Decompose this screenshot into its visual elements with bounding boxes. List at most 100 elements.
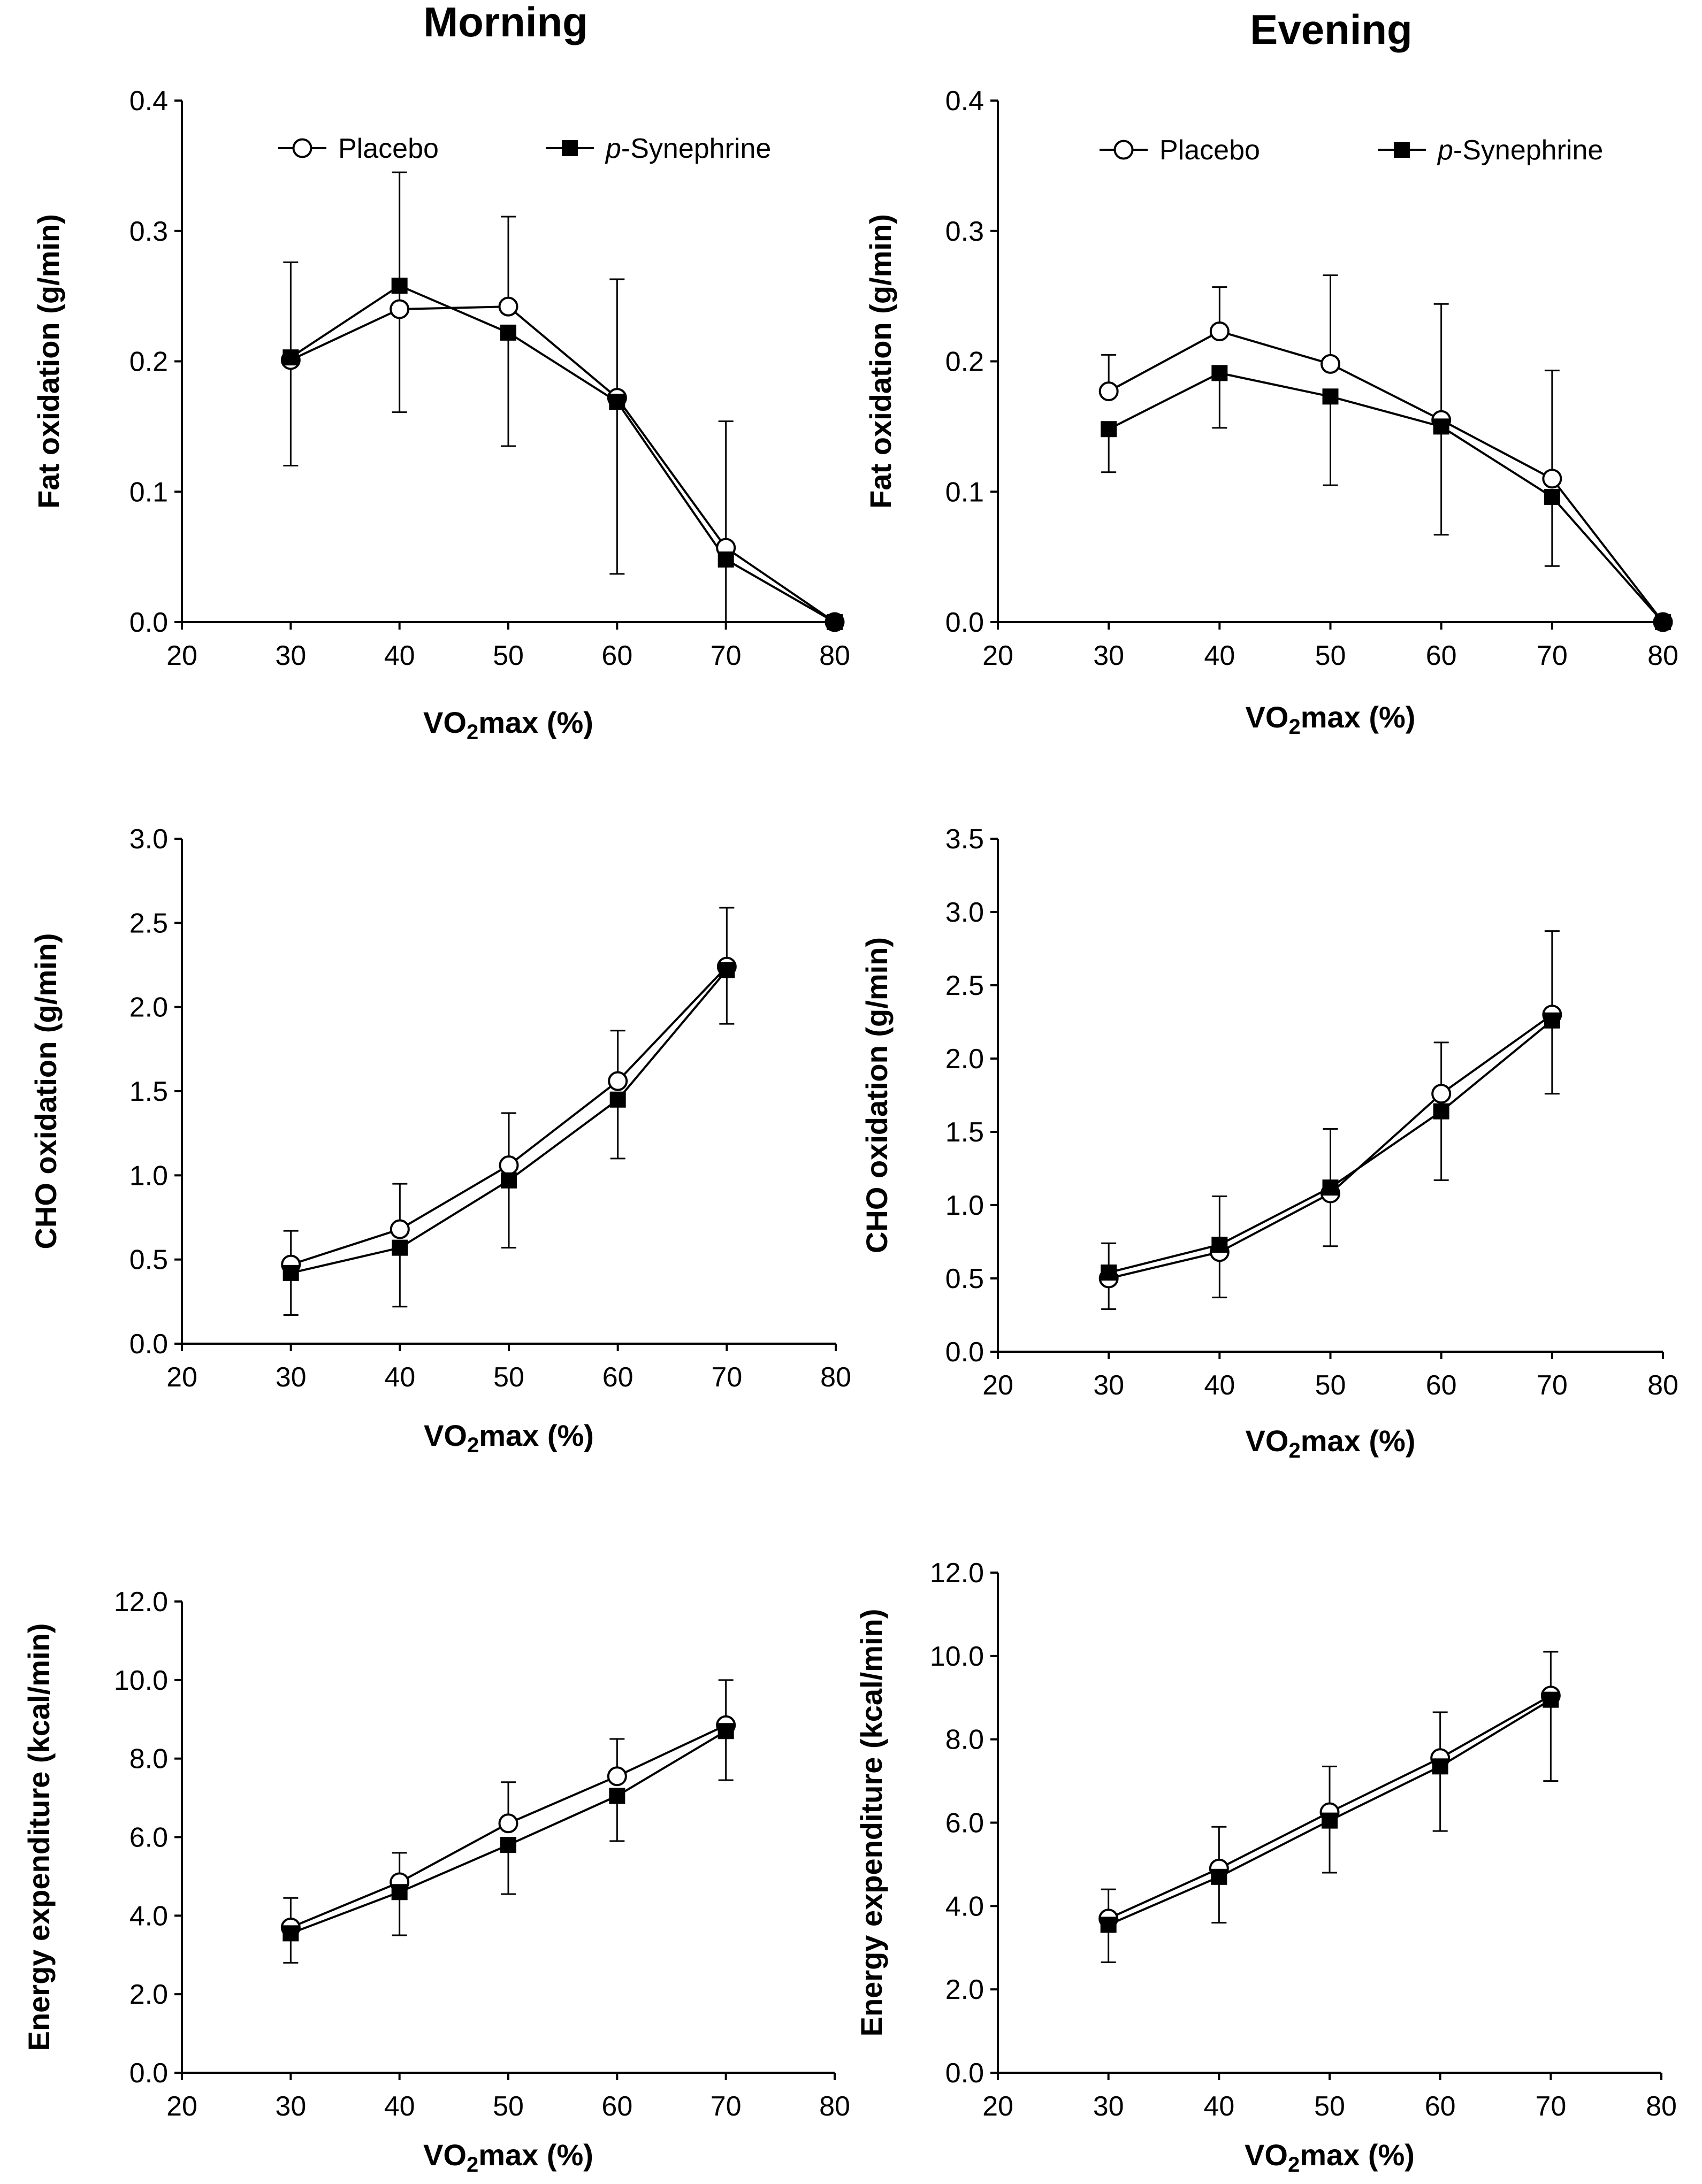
y-tick-label: 1.0 <box>129 1160 168 1191</box>
series-line <box>290 305 836 623</box>
series-placebo <box>283 216 836 623</box>
x-tick-label: 80 <box>1647 1370 1678 1401</box>
y-tick-label: 0.0 <box>129 1329 168 1360</box>
markers-p-synephrine <box>283 1723 734 1942</box>
y-tick-label: 12.0 <box>114 1587 168 1618</box>
data-point <box>1211 1236 1228 1253</box>
x-tick-label: 50 <box>1315 1370 1346 1401</box>
data-point <box>392 1239 408 1256</box>
data-point <box>1432 1758 1448 1775</box>
data-point <box>1322 1179 1339 1196</box>
x-tick-label: 60 <box>1425 2091 1456 2122</box>
x-tick-label: 30 <box>275 640 306 671</box>
x-tick-label: 70 <box>711 2091 742 2122</box>
legend-label-italic: p <box>605 133 621 164</box>
data-point <box>1322 1812 1338 1829</box>
y-tick-label: 0.4 <box>129 86 168 117</box>
x-tick-label: 30 <box>1093 1370 1124 1401</box>
x-tick-label: 80 <box>820 1362 851 1393</box>
x-axis-title-part: max (%) <box>1301 1424 1416 1458</box>
legend-label-text: -Synephrine <box>1453 135 1603 166</box>
legend-marker <box>1113 140 1134 160</box>
y-tick-label: 12.0 <box>930 1558 984 1589</box>
data-point <box>391 1884 408 1901</box>
data-point <box>1209 321 1230 341</box>
data-point <box>283 1265 299 1281</box>
data-point <box>827 614 843 630</box>
x-tick-label: 70 <box>711 640 742 671</box>
data-point <box>499 1155 519 1175</box>
column-title-morning: Morning <box>423 0 588 45</box>
data-point <box>498 296 518 317</box>
data-point <box>609 1091 626 1108</box>
x-tick-label: 50 <box>1315 640 1346 671</box>
y-tick-label: 2.5 <box>129 908 168 939</box>
x-tick-label: 50 <box>493 2091 524 2122</box>
x-axis-title: VO2max (%) <box>1246 1424 1416 1462</box>
x-axis-title-part: max (%) <box>479 1419 594 1452</box>
legend-label: Placebo <box>1159 135 1260 166</box>
x-axis-title-part: VO <box>1246 1424 1289 1458</box>
x-axis-title-subscript: 2 <box>1288 715 1300 739</box>
chart-panel-2: 0.0 0.1 0.2 0.3 0.4 20 30 40 50 60 70 80 VO2max (%) F… <box>864 86 1678 739</box>
data-point <box>1101 421 1117 438</box>
y-tick-label: 6.0 <box>129 1822 168 1853</box>
x-tick-label: 40 <box>384 640 415 671</box>
x-tick-label: 30 <box>275 2091 306 2122</box>
markers-p-synephrine <box>283 962 735 1281</box>
data-point <box>1322 388 1339 405</box>
y-tick-label: 2.5 <box>945 970 984 1001</box>
x-tick-label: 20 <box>982 1370 1013 1401</box>
series-placebo <box>1101 274 1664 623</box>
legend-marker <box>292 138 312 158</box>
y-tick-label: 4.0 <box>945 1891 984 1922</box>
x-tick-label: 60 <box>601 2091 632 2122</box>
series-line <box>290 284 835 623</box>
y-tick-label: 0.2 <box>129 347 168 378</box>
data-point <box>500 324 516 341</box>
legend-label-text: -Synephrine <box>621 133 771 164</box>
legend: Placebo p-Synephrine <box>1100 135 1603 166</box>
y-tick-label: 1.0 <box>945 1190 984 1221</box>
y-tick-label: 2.0 <box>129 992 168 1023</box>
x-tick-label: 70 <box>1537 1370 1568 1401</box>
x-axis-title-part: max (%) <box>478 706 593 739</box>
data-point <box>390 1219 410 1239</box>
y-axis-title: Energy expenditure (kcal/min) <box>22 1623 56 2051</box>
x-tick-label: 30 <box>276 1362 307 1393</box>
legend-label-text: Placebo <box>338 133 439 164</box>
y-tick-label: 6.0 <box>945 1808 984 1839</box>
data-point <box>391 278 408 294</box>
x-tick-label: 50 <box>1314 2091 1345 2122</box>
y-tick-label: 0.3 <box>945 216 984 247</box>
x-tick-label: 80 <box>819 640 850 671</box>
legend-marker <box>1394 142 1410 158</box>
y-tick-label: 0.0 <box>945 1337 984 1368</box>
legend-label-text: Placebo <box>1159 135 1260 166</box>
chart-panel-4: 0.0 0.5 1.0 1.5 2.0 2.5 3.0 3.5 20 30 40 50 60 70 80 VO… <box>860 824 1678 1462</box>
x-axis-title-part: VO <box>424 1419 467 1452</box>
x-tick-label: 20 <box>982 640 1013 671</box>
y-tick-label: 0.0 <box>129 2058 168 2089</box>
data-point <box>1655 614 1671 630</box>
data-point <box>1321 354 1340 374</box>
y-tick-label: 2.0 <box>129 1979 168 2010</box>
chart-panel-3: 0.0 0.5 1.0 1.5 2.0 2.5 3.0 20 30 40 50 60 70 80 VO2ma… <box>29 824 851 1457</box>
data-point <box>1433 418 1449 435</box>
y-tick-label: 3.0 <box>945 897 984 928</box>
x-tick-label: 20 <box>166 640 197 671</box>
x-tick-label: 70 <box>1537 640 1568 671</box>
markers-placebo <box>280 296 845 632</box>
chart-panel-1: 0.0 0.1 0.2 0.3 0.4 20 30 40 50 60 70 80 VO2max (%) F… <box>32 86 850 744</box>
legend-label: p-Synephrine <box>1437 135 1603 166</box>
x-tick-label: 60 <box>1426 1370 1457 1401</box>
x-tick-label: 30 <box>1093 640 1124 671</box>
y-tick-label: 3.5 <box>945 824 984 855</box>
legend-label-italic: p <box>1437 135 1453 166</box>
chart-panel-5: 0.0 2.0 4.0 6.0 8.0 10.0 12.0 20 30 40 50 60 70 80 VO2… <box>22 1587 850 2177</box>
data-point <box>1098 381 1119 402</box>
x-axis-title-subscript: 2 <box>467 1434 479 1457</box>
y-tick-label: 0.1 <box>129 477 168 508</box>
markers-placebo <box>1098 321 1673 632</box>
